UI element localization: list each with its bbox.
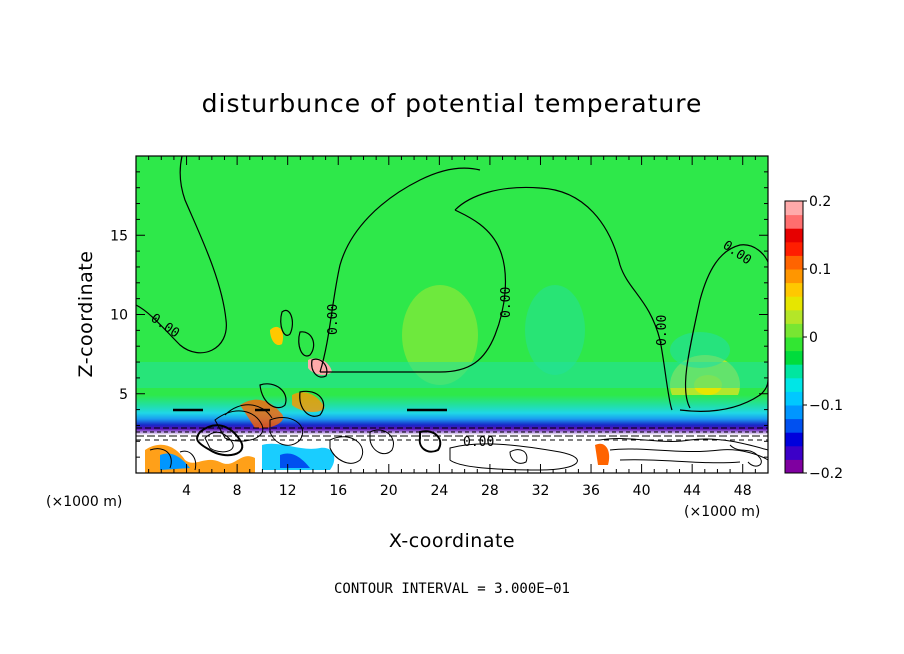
- colorbar-swatch: [785, 201, 803, 216]
- colorbar: 0.2 0.1 0 −0.1 −0.2: [784, 194, 843, 482]
- x-tick-label: 4: [182, 483, 191, 499]
- colorbar-swatch: [785, 459, 803, 474]
- turbulent-patch: [270, 326, 284, 346]
- cool-blob: [670, 332, 730, 368]
- y-axis-label: Z-coordinate: [75, 251, 97, 378]
- colorbar-swatch: [785, 391, 803, 406]
- warm-blob: [402, 285, 478, 385]
- y-tick-label: 5: [119, 387, 128, 403]
- colorbar-swatch: [785, 405, 803, 420]
- colorbar-swatch: [785, 228, 803, 243]
- surface-contours: [136, 404, 768, 471]
- x-tick-label: 16: [329, 483, 347, 499]
- contour-label: 0.00: [463, 435, 494, 450]
- turbulent-patch: [160, 453, 190, 470]
- contour-label: 0.00: [326, 304, 341, 335]
- y-axis: 5 10 15: [110, 171, 768, 458]
- colorbar-tick-label: 0: [809, 330, 818, 346]
- x-axis-label: X-coordinate: [389, 530, 515, 552]
- zero-contours: [136, 156, 768, 417]
- colorbar-swatch: [785, 282, 803, 297]
- colorbar-swatch: [785, 214, 803, 229]
- colorbar-swatch: [785, 309, 803, 324]
- colorbar-swatch: [785, 350, 803, 365]
- colorbar-swatch: [785, 241, 803, 256]
- cool-band: [136, 362, 768, 388]
- x-tick-label: 12: [279, 483, 297, 499]
- colorbar-swatch: [785, 337, 803, 352]
- colorbar-swatch: [785, 255, 803, 270]
- x-tick-label: 32: [532, 483, 550, 499]
- x-tick-label: 40: [633, 483, 651, 499]
- x-tick-label: 28: [481, 483, 499, 499]
- colorbar-tick-label: 0.2: [809, 194, 831, 210]
- colorbar-swatch: [785, 296, 803, 311]
- x-tick-label: 36: [582, 483, 600, 499]
- colorbar-swatch: [785, 377, 803, 392]
- colorbar-swatch: [785, 364, 803, 379]
- colorbar-swatch: [785, 445, 803, 460]
- contour-label: 0.00: [499, 287, 514, 318]
- colorbar-swatch: [785, 323, 803, 338]
- y-tick-label: 10: [110, 308, 128, 324]
- colorbar-tick-label: 0.1: [809, 262, 831, 278]
- colorbar-swatch: [785, 432, 803, 447]
- cool-blob: [525, 285, 585, 375]
- x-tick-label: 8: [233, 483, 242, 499]
- x-axis: 4 8 12 16 20 24 28 32 36 40 44 48: [148, 156, 769, 499]
- colorbar-tick-label: −0.2: [809, 466, 843, 482]
- contour-interval-note: CONTOUR INTERVAL = 3.000E−01: [334, 581, 570, 597]
- x-tick-label: 24: [430, 483, 448, 499]
- x-tick-label: 44: [683, 483, 701, 499]
- turbulent-patch: [308, 358, 332, 375]
- chart-title: disturbunce of potential temperature: [202, 89, 703, 118]
- y-tick-label: 15: [110, 228, 128, 244]
- x-unit-label-left: (×1000 m): [46, 494, 122, 510]
- x-tick-label: 48: [734, 483, 752, 499]
- heatmap-field: [136, 156, 768, 473]
- x-tick-label: 20: [380, 483, 398, 499]
- turbulent-patch: [595, 443, 610, 465]
- colorbar-tick-label: −0.1: [809, 398, 843, 414]
- colorbar-swatch: [785, 418, 803, 433]
- x-unit-label-right: (×1000 m): [684, 504, 760, 520]
- contour-label: 0.00: [655, 315, 670, 346]
- colorbar-swatch: [785, 269, 803, 284]
